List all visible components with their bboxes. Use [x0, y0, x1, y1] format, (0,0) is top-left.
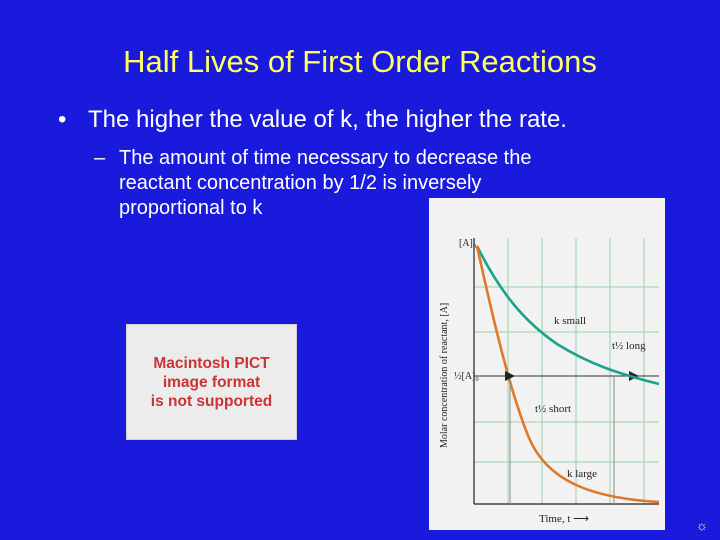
- placeholder-line-2: image format: [162, 373, 261, 391]
- placeholder-line-1: Macintosh PICT: [153, 354, 270, 372]
- sub-bullet-marker: –: [94, 147, 106, 169]
- bullet-text: The higher the value of k, the higher th…: [88, 106, 567, 133]
- y-axis-label: Molar concentration of reactant, [A]: [439, 303, 450, 448]
- series-k-small: [475, 245, 660, 386]
- short-arrow: [505, 371, 515, 381]
- sub-bullet-line-2: reactant concentration by 1/2 is inverse…: [119, 172, 482, 194]
- label-k-small: k small: [554, 315, 586, 327]
- placeholder-line-3: is not supported: [150, 392, 273, 410]
- unsupported-image-placeholder: Macintosh PICT image format is not suppo…: [126, 324, 297, 440]
- x-axis-label: Time, t ⟶: [539, 513, 589, 525]
- sub-bullet-line-3: proportional to k: [119, 197, 263, 219]
- bullet-marker: •: [58, 106, 67, 133]
- label-k-large: k large: [567, 468, 597, 480]
- label-t-short: t½ short: [535, 403, 571, 415]
- y-tick-half-a0: ½[A]₀: [454, 371, 479, 382]
- sub-bullet: – The amount of time necessary to decrea…: [94, 146, 614, 221]
- bullet-point: • The higher the value of k, the higher t…: [58, 106, 567, 134]
- grid: [474, 238, 659, 504]
- series-k-large: [475, 245, 660, 504]
- sun-icon: ☼: [696, 518, 708, 533]
- label-t-long: t½ long: [612, 340, 646, 352]
- y-tick-a0: [A]₀: [459, 238, 477, 249]
- slide-title: Half Lives of First Order Reactions: [123, 44, 597, 79]
- chart-svg: [A]₀ ½[A]₀ k small k large t½ long t½ sh…: [439, 238, 660, 525]
- half-life-chart: [A]₀ ½[A]₀ k small k large t½ long t½ sh…: [429, 198, 665, 530]
- sub-bullet-line-1: The amount of time necessary to decrease…: [119, 147, 532, 169]
